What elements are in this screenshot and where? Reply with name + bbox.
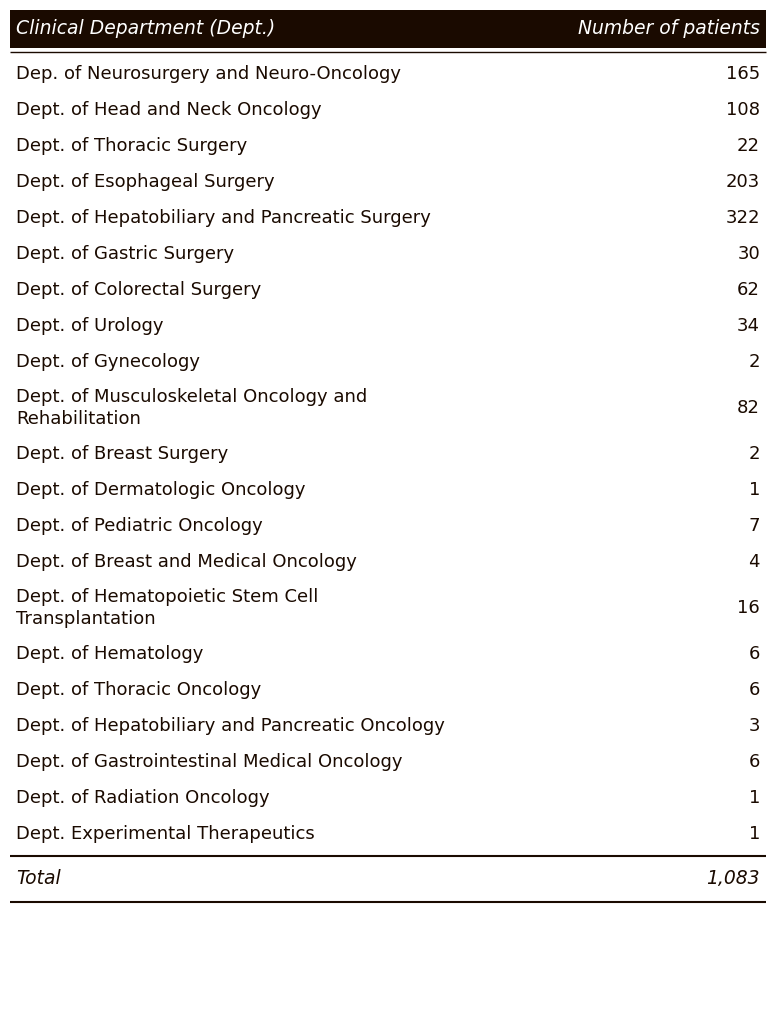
- Text: Dept. of Hepatobiliary and Pancreatic Oncology: Dept. of Hepatobiliary and Pancreatic On…: [16, 717, 445, 735]
- Text: 7: 7: [749, 517, 760, 535]
- Text: 1: 1: [749, 481, 760, 499]
- Text: 1,083: 1,083: [706, 869, 760, 888]
- Text: 108: 108: [726, 101, 760, 119]
- Text: 6: 6: [749, 645, 760, 663]
- Text: 16: 16: [737, 599, 760, 617]
- Text: Dept. of Pediatric Oncology: Dept. of Pediatric Oncology: [16, 517, 263, 535]
- Text: Dept. of Thoracic Surgery: Dept. of Thoracic Surgery: [16, 137, 248, 155]
- Bar: [10, 10, 766, 48]
- Text: 3: 3: [749, 717, 760, 735]
- Text: 22: 22: [737, 137, 760, 155]
- Text: 30: 30: [737, 245, 760, 263]
- Text: Dep. of Neurosurgery and Neuro-Oncology: Dep. of Neurosurgery and Neuro-Oncology: [16, 65, 401, 83]
- Text: Dept. of Hepatobiliary and Pancreatic Surgery: Dept. of Hepatobiliary and Pancreatic Su…: [16, 209, 431, 227]
- Text: Dept. of Radiation Oncology: Dept. of Radiation Oncology: [16, 789, 269, 807]
- Text: 2: 2: [749, 445, 760, 463]
- Text: 6: 6: [749, 681, 760, 699]
- Text: Number of patients: Number of patients: [578, 19, 760, 38]
- Text: 203: 203: [726, 173, 760, 191]
- Text: 2: 2: [749, 353, 760, 371]
- Text: Dept. of Urology: Dept. of Urology: [16, 317, 164, 335]
- Text: Clinical Department (Dept.): Clinical Department (Dept.): [16, 19, 275, 38]
- Text: Dept. of Gynecology: Dept. of Gynecology: [16, 353, 200, 371]
- Text: 62: 62: [737, 281, 760, 299]
- Text: 4: 4: [749, 553, 760, 571]
- Text: 1: 1: [749, 825, 760, 843]
- Text: 34: 34: [737, 317, 760, 335]
- Text: 322: 322: [726, 209, 760, 227]
- Text: Dept. of Gastrointestinal Medical Oncology: Dept. of Gastrointestinal Medical Oncolo…: [16, 753, 403, 771]
- Text: Dept. of Dermatologic Oncology: Dept. of Dermatologic Oncology: [16, 481, 306, 499]
- Text: Dept. of Gastric Surgery: Dept. of Gastric Surgery: [16, 245, 234, 263]
- Text: Dept. of Esophageal Surgery: Dept. of Esophageal Surgery: [16, 173, 275, 191]
- Text: Total: Total: [16, 869, 61, 888]
- Text: Dept. of Breast Surgery: Dept. of Breast Surgery: [16, 445, 228, 463]
- Text: 6: 6: [749, 753, 760, 771]
- Text: 165: 165: [726, 65, 760, 83]
- Text: Dept. of Hematology: Dept. of Hematology: [16, 645, 203, 663]
- Text: Dept. Experimental Therapeutics: Dept. Experimental Therapeutics: [16, 825, 315, 843]
- Text: Dept. of Colorectal Surgery: Dept. of Colorectal Surgery: [16, 281, 262, 299]
- Text: Dept. of Musculoskeletal Oncology and
Rehabilitation: Dept. of Musculoskeletal Oncology and Re…: [16, 388, 367, 428]
- Text: Dept. of Hematopoietic Stem Cell
Transplantation: Dept. of Hematopoietic Stem Cell Transpl…: [16, 588, 318, 628]
- Text: Dept. of Thoracic Oncology: Dept. of Thoracic Oncology: [16, 681, 262, 699]
- Text: 82: 82: [737, 399, 760, 417]
- Text: 1: 1: [749, 789, 760, 807]
- Text: Dept. of Breast and Medical Oncology: Dept. of Breast and Medical Oncology: [16, 553, 357, 571]
- Text: Dept. of Head and Neck Oncology: Dept. of Head and Neck Oncology: [16, 101, 321, 119]
